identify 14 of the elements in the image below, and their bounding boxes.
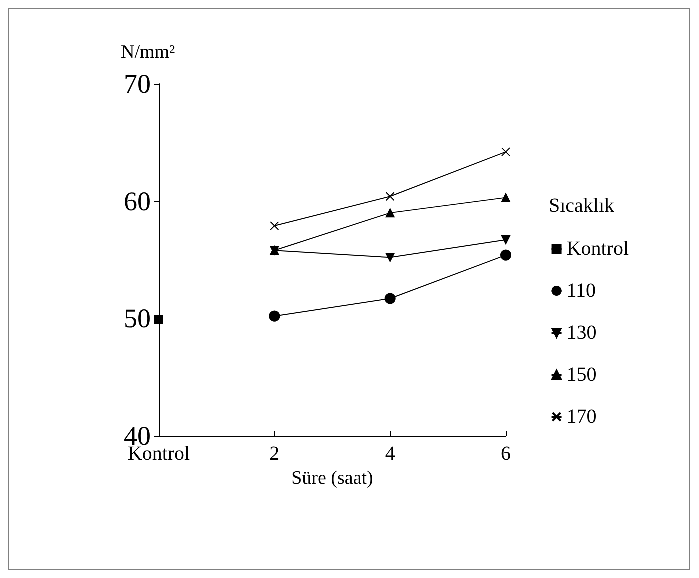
- legend-label: Kontrol: [566, 238, 630, 260]
- y-axis-title: N/mm²: [121, 42, 176, 63]
- y-tick-label: 60: [124, 186, 151, 216]
- x-axis-title: Süre (saat): [292, 468, 374, 489]
- x-tick-label: 2: [270, 443, 280, 465]
- y-tick-label: 70: [124, 69, 151, 99]
- x-tick-label: 4: [385, 443, 396, 465]
- legend-label: 150: [566, 364, 597, 386]
- legend-label: 170: [566, 406, 597, 428]
- legend-label: 130: [566, 322, 597, 344]
- legend-label: 110: [566, 280, 596, 302]
- x-tick-label: 6: [501, 443, 511, 465]
- legend-title: Sıcaklık: [549, 195, 615, 217]
- y-tick-label: 50: [124, 304, 151, 334]
